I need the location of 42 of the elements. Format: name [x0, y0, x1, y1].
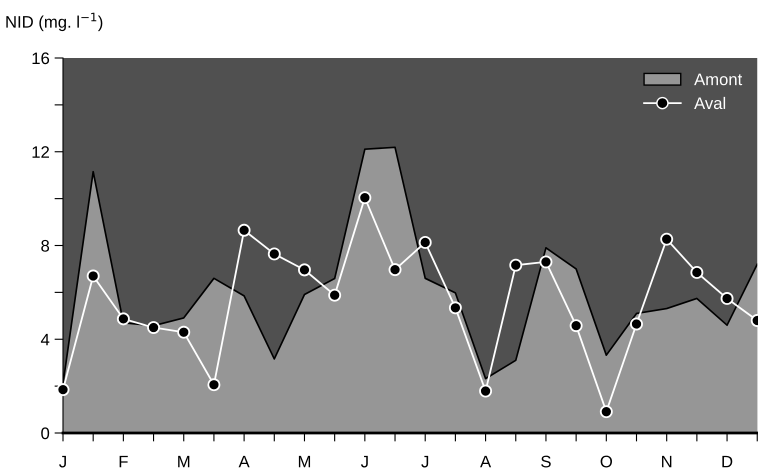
y-tick-label: 0 — [41, 427, 50, 440]
point — [630, 318, 643, 330]
legend-label: Aval — [694, 96, 726, 110]
point — [86, 270, 100, 282]
point — [298, 263, 311, 276]
y-tick-label: 12 — [32, 146, 49, 158]
point — [418, 236, 432, 249]
point — [388, 263, 402, 276]
x-tick-label: M — [178, 456, 190, 468]
point — [479, 384, 492, 398]
point — [720, 292, 734, 305]
x-tick-label: S — [541, 456, 551, 468]
point — [509, 258, 522, 272]
x-tick-label: N — [662, 456, 672, 468]
point — [660, 232, 674, 246]
point — [328, 288, 342, 302]
x-tick-label: J — [360, 456, 368, 468]
x-tick-label: F — [120, 456, 128, 468]
point — [448, 301, 462, 314]
point — [116, 312, 130, 326]
x-tick-label: M — [298, 456, 310, 468]
x-tick-label: J — [59, 456, 66, 468]
point — [690, 266, 704, 279]
y-tick-label: 8 — [41, 240, 50, 252]
point — [570, 319, 583, 332]
y-tick-label: 4 — [40, 334, 50, 346]
x-tick-label: A — [238, 456, 250, 468]
y-axis-title: NID (mg. l$^{−1}$) — [6, 12, 102, 32]
x-tick-label: J — [421, 456, 428, 468]
x-tick-label: O — [600, 456, 612, 468]
point — [207, 378, 220, 392]
legend-label: Amont — [694, 74, 742, 86]
point — [268, 247, 281, 260]
x-tick-label: A — [480, 456, 492, 468]
point — [238, 224, 251, 237]
y-tick-label: 16 — [32, 52, 50, 64]
point — [177, 326, 190, 339]
point — [358, 191, 372, 204]
point — [600, 405, 613, 418]
x-tick-label: D — [722, 456, 732, 468]
point — [147, 321, 160, 334]
point — [539, 255, 552, 268]
